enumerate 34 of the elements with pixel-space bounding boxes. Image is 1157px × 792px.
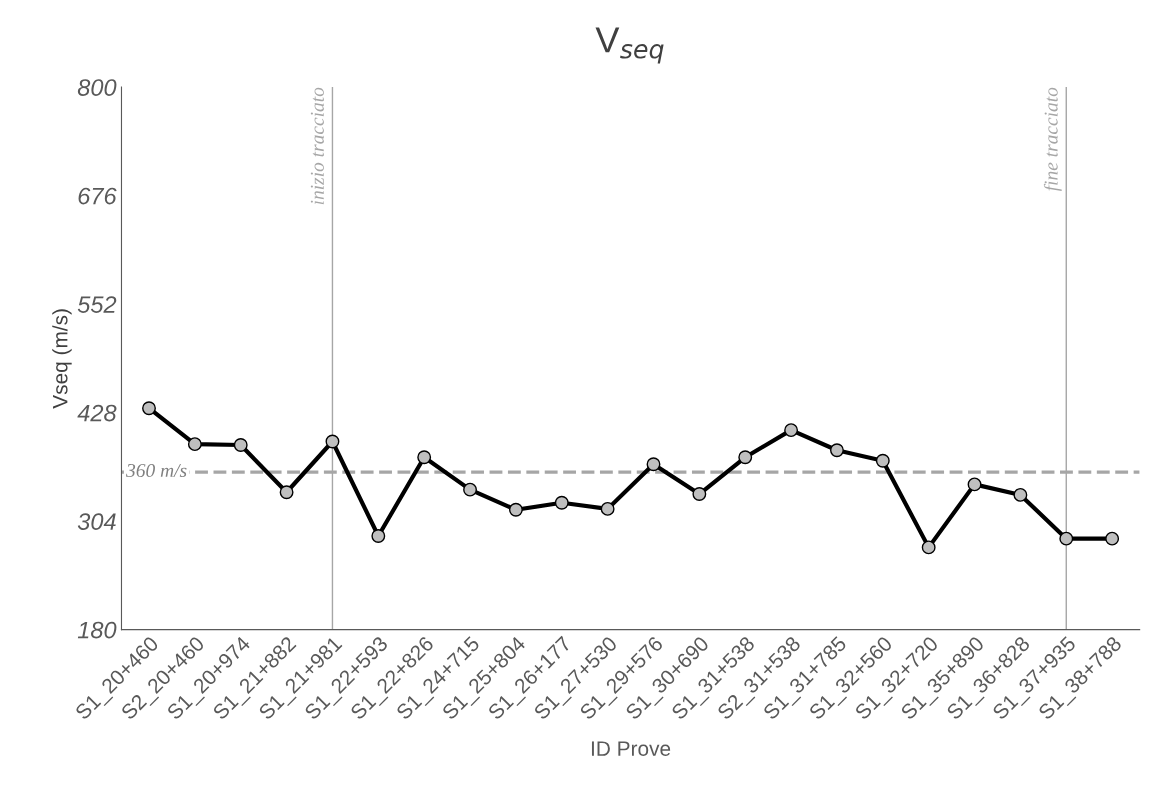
point <box>187 437 202 452</box>
ref-line-label: fine tracciato <box>1043 87 1062 192</box>
point <box>142 401 156 416</box>
point <box>508 502 523 517</box>
point <box>417 450 432 465</box>
y-tick-label: 180 <box>77 621 117 639</box>
y-axis-title: Vseq (m/s) <box>52 309 72 409</box>
point <box>830 443 844 458</box>
y-tick-label: 800 <box>77 79 117 96</box>
y-tick-label: 304 <box>77 513 116 530</box>
y-tick-label: 552 <box>77 296 117 313</box>
point <box>1105 531 1120 546</box>
point <box>738 450 753 465</box>
point <box>554 495 569 510</box>
point <box>371 529 386 543</box>
point <box>279 485 294 500</box>
ref-line-label: inizio tracciato <box>310 87 324 205</box>
point <box>325 434 340 449</box>
point <box>875 453 890 468</box>
y-tick-label: 676 <box>78 187 117 205</box>
point <box>646 457 661 472</box>
point <box>967 477 982 492</box>
chart-title: V$_{seq}$ <box>595 27 664 64</box>
point <box>1013 487 1028 502</box>
point <box>692 487 707 501</box>
point <box>784 423 799 438</box>
point <box>463 482 477 497</box>
point <box>921 540 936 555</box>
point <box>1059 531 1074 546</box>
point <box>600 501 615 516</box>
y-tick-label: 428 <box>77 404 117 422</box>
ref-line-label: 360 m/s <box>126 463 187 477</box>
point <box>233 438 248 452</box>
x-axis-title: ID Prove <box>591 741 671 756</box>
